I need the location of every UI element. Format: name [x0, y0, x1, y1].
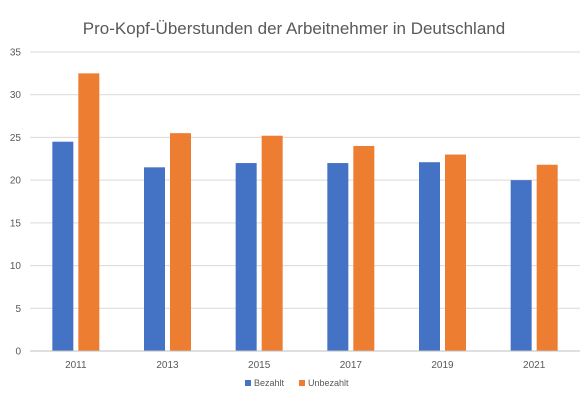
- x-tick-label: 2013: [156, 360, 179, 371]
- bar-unbezahlt-2015: [261, 135, 283, 351]
- bar-unbezahlt-2017: [353, 145, 375, 351]
- y-tick-label: 10: [10, 261, 22, 272]
- chart-title: Pro-Kopf-Überstunden der Arbeitnehmer in…: [83, 19, 505, 38]
- y-tick-label: 25: [10, 133, 22, 144]
- bar-bezahlt-2021: [510, 180, 532, 351]
- y-tick-label: 35: [10, 48, 22, 59]
- bar-unbezahlt-2013: [170, 133, 191, 351]
- bar-unbezahlt-2021: [536, 164, 558, 351]
- legend-label-unbezahlt: Unbezahlt: [308, 378, 349, 388]
- x-tick-label: 2019: [431, 360, 454, 371]
- bar-bezahlt-2019: [419, 162, 440, 351]
- y-tick-label: 15: [10, 218, 22, 229]
- y-tick-label: 30: [10, 90, 22, 101]
- legend: Bezahlt Unbezahlt: [245, 378, 349, 388]
- bar-unbezahlt-2011: [78, 73, 100, 351]
- bars: [52, 73, 558, 351]
- bar-bezahlt-2011: [52, 141, 74, 351]
- y-tick-label: 0: [15, 347, 21, 358]
- x-axis-ticks: 2011 2013 2015 2017 2019 2021: [65, 360, 546, 371]
- bar-bezahlt-2013: [144, 167, 165, 351]
- legend-swatch-bezahlt: [245, 380, 251, 386]
- bar-bezahlt-2017: [327, 163, 349, 351]
- y-tick-label: 20: [10, 176, 22, 187]
- x-tick-label: 2017: [340, 360, 363, 371]
- x-tick-label: 2011: [65, 360, 87, 371]
- bar-bezahlt-2015: [235, 163, 257, 351]
- legend-swatch-unbezahlt: [299, 380, 305, 386]
- gridlines: [30, 51, 580, 309]
- legend-label-bezahlt: Bezahlt: [254, 378, 285, 388]
- x-tick-label: 2021: [523, 360, 546, 371]
- x-tick-label: 2015: [248, 360, 271, 371]
- y-axis-ticks: 0 5 10 15 20 25 30 35: [10, 48, 22, 358]
- y-tick-label: 5: [15, 304, 21, 315]
- bar-unbezahlt-2019: [445, 154, 466, 351]
